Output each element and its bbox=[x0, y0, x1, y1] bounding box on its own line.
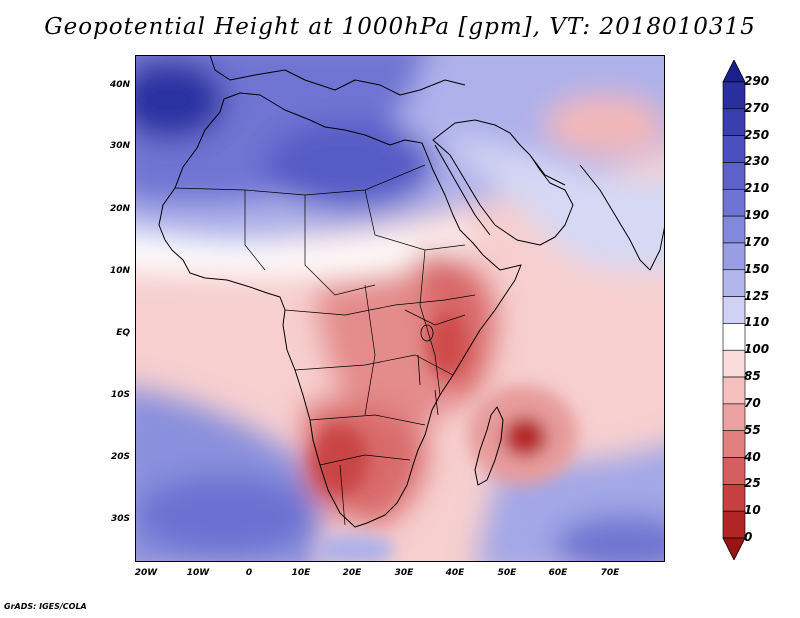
namibia-low-core bbox=[312, 425, 368, 495]
colorbar-label: 0 bbox=[744, 530, 753, 544]
lon-label-60e: 60E bbox=[548, 568, 568, 578]
colorbar-box bbox=[722, 376, 746, 405]
colorbar-box bbox=[722, 162, 746, 190]
country-borders bbox=[174, 164, 476, 526]
lon-label-30e: 30E bbox=[394, 568, 414, 578]
colorbar-label: 290 bbox=[744, 74, 770, 88]
colorbar-box bbox=[722, 323, 746, 351]
colorbar-label: 250 bbox=[744, 127, 770, 142]
colorbar-label: 100 bbox=[744, 342, 770, 357]
colorbar-box bbox=[722, 269, 746, 297]
colorbar-label: 170 bbox=[744, 234, 770, 249]
arabia-band bbox=[435, 135, 665, 272]
lon-label-40e: 40E bbox=[445, 568, 465, 578]
colorbar-label: 230 bbox=[744, 154, 770, 169]
lat-label-20n: 20N bbox=[109, 204, 130, 214]
colorbar-label: 70 bbox=[744, 395, 761, 410]
sahara-high-center bbox=[265, 120, 435, 210]
lon-label-70e: 70E bbox=[600, 568, 620, 578]
lat-label-eq: EQ bbox=[116, 328, 130, 338]
colorbar-box bbox=[722, 403, 746, 432]
lat-label-30s: 30S bbox=[110, 514, 130, 524]
lon-label-0: 0 bbox=[245, 568, 253, 578]
arabia-coastline bbox=[432, 119, 574, 246]
colorbar-box bbox=[722, 349, 746, 378]
colorbar-box bbox=[722, 484, 746, 512]
tanzania-low-core bbox=[427, 313, 467, 377]
lat-label-10s: 10S bbox=[110, 390, 130, 400]
persia-low bbox=[545, 95, 665, 155]
south-indian-core bbox=[555, 515, 665, 562]
colorbar-box bbox=[722, 457, 746, 485]
colorbar bbox=[722, 60, 746, 560]
colorbar-label: 25 bbox=[744, 476, 761, 491]
sahel-white bbox=[135, 225, 465, 275]
madagascar-coastline bbox=[474, 406, 504, 486]
colorbar-bottom-arrow bbox=[722, 537, 746, 560]
lat-label-20s: 20S bbox=[110, 452, 130, 462]
colorbar-label: 40 bbox=[744, 449, 761, 464]
colorbar-label: 210 bbox=[744, 181, 770, 196]
lon-label-20e: 20E bbox=[342, 568, 362, 578]
colorbar-label: 10 bbox=[744, 503, 761, 518]
lakes bbox=[417, 324, 439, 416]
persian-gulf bbox=[529, 154, 566, 186]
atlantic-high-center bbox=[135, 60, 225, 140]
lon-label-20w: 20W bbox=[134, 568, 158, 578]
lat-label-10n: 10N bbox=[109, 266, 130, 276]
africa-coastline bbox=[158, 92, 522, 528]
chart-title: Geopotential Height at 1000hPa [gpm], VT… bbox=[44, 14, 756, 40]
colorbar-box bbox=[722, 108, 746, 136]
colorbar-box bbox=[722, 510, 746, 539]
colorbar-box bbox=[722, 135, 746, 163]
red-sea bbox=[434, 144, 491, 236]
credit-text: GrADS: IGES/COLA bbox=[4, 602, 87, 611]
colorbar-label: 110 bbox=[744, 315, 770, 330]
colorbar-label: 125 bbox=[744, 288, 770, 303]
lon-label-10e: 10E bbox=[291, 568, 311, 578]
colorbar-box bbox=[722, 296, 746, 324]
colorbar-box bbox=[722, 430, 746, 458]
colorbar-box bbox=[722, 215, 746, 244]
colorbar-label: 55 bbox=[744, 422, 761, 437]
colorbar-label: 150 bbox=[744, 261, 770, 276]
map-frame bbox=[135, 55, 665, 562]
coastlines bbox=[158, 55, 665, 528]
lat-label-40n: 40N bbox=[109, 80, 130, 90]
europe-coastline bbox=[209, 55, 466, 96]
lat-label-30n: 30N bbox=[109, 141, 130, 151]
south-atlantic-core bbox=[135, 475, 315, 555]
map-plot bbox=[135, 55, 665, 562]
lon-label-10w: 10W bbox=[186, 568, 210, 578]
colorbar-label: 270 bbox=[744, 100, 770, 115]
colorbar-box bbox=[722, 188, 746, 217]
colorbar-box bbox=[722, 242, 746, 271]
lon-label-50e: 50E bbox=[497, 568, 517, 578]
cape-high bbox=[315, 534, 395, 562]
colorbar-box bbox=[722, 81, 746, 110]
india-coastline bbox=[579, 164, 665, 271]
madagascar-low-core bbox=[503, 417, 547, 457]
colorbar-label: 190 bbox=[744, 208, 770, 223]
colorbar-label: 85 bbox=[744, 369, 761, 384]
colorbar-top-arrow bbox=[722, 60, 746, 83]
